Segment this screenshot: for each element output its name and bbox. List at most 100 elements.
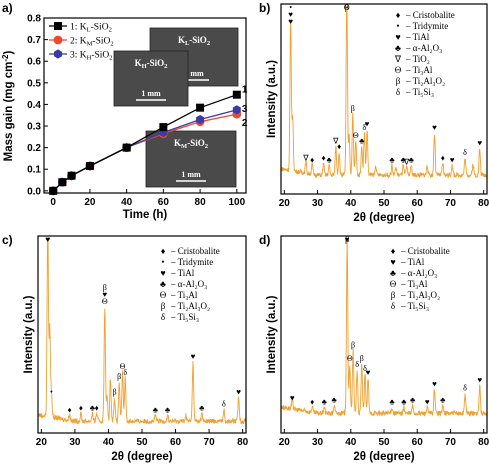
scale-bar-label: 1 mm [184, 69, 204, 78]
peak-marker: ♥ [345, 235, 350, 244]
peak-marker: ♣ [401, 156, 407, 165]
y-tick-label-a: 0.5 [27, 78, 41, 89]
legend-symbol: δ [161, 312, 165, 322]
y-tick-label-a: 0.3 [27, 122, 41, 133]
x-tick-label-a: 60 [158, 197, 170, 208]
x-tick-label-a: 80 [195, 197, 207, 208]
peak-marker: ♥ [45, 235, 50, 244]
peak-marker: • [50, 388, 53, 397]
peak-marker: ∇ [403, 157, 410, 166]
legend-symbol: δ [391, 301, 395, 311]
x-axis-label: 2θ (degree) [111, 451, 172, 463]
peak-marker: ♦ [310, 397, 314, 406]
legend-label: – TiO₂ [405, 54, 430, 64]
legend-label: – Ti₃Al [400, 279, 428, 289]
peak-marker: ♥ [432, 380, 437, 389]
peak-marker: ♥ [236, 388, 241, 397]
xrd-pattern-b [280, 5, 488, 180]
peak-marker: β [103, 283, 107, 292]
sample-label: KM-SiO2 [174, 138, 208, 150]
legend-marker [54, 49, 62, 59]
legend-marker [54, 22, 62, 30]
legend-symbol: β [391, 290, 396, 300]
peak-marker: ♣ [389, 156, 395, 165]
panel-a-label: a) [2, 1, 13, 15]
peak-marker: ♣ [322, 397, 328, 406]
peak-marker: ♦ [321, 154, 325, 163]
panel-d-label: d) [259, 233, 270, 247]
x-tick-label: 50 [378, 198, 390, 209]
peak-marker: δ [363, 364, 367, 373]
peak-marker: β [112, 388, 116, 397]
x-tick-label: 80 [478, 198, 489, 209]
peak-marker: β [351, 340, 355, 349]
y-tick-label-a: 0.1 [27, 165, 41, 176]
legend-symbol: ♣ [395, 43, 401, 53]
data-point-3 [232, 105, 241, 115]
data-point-1 [159, 123, 168, 132]
legend-label: – Ti₃Al [405, 65, 433, 75]
y-tick-label-a: 0.2 [27, 143, 41, 154]
legend-symbol: ♦ [396, 10, 401, 20]
peak-marker: ♣ [440, 395, 446, 404]
peak-marker: ♥ [290, 393, 295, 402]
legend-symbol: ♥ [160, 268, 165, 278]
x-tick-label: 30 [312, 198, 324, 209]
sample-label: KH-SiO2 [135, 58, 168, 70]
peak-marker: β [117, 372, 121, 381]
peak-marker: δ [363, 123, 367, 132]
sample-photo-inset: KH-SiO2 1 mm [113, 50, 189, 107]
x-tick-label: 70 [445, 437, 457, 448]
legend-symbol: ∇ [394, 54, 402, 64]
legend-label: – Ti₅Si₃ [170, 312, 199, 322]
x-tick-label: 40 [345, 198, 357, 209]
y-tick-label-a: 0.0 [27, 186, 41, 197]
peak-marker: ♥ [45, 235, 50, 244]
peak-marker: β [360, 354, 364, 363]
x-tick-label: 40 [345, 437, 357, 448]
x-axis-label: 2θ (degree) [353, 212, 414, 224]
x-tick-label-a: 0 [50, 197, 56, 208]
x-tick-label: 80 [237, 437, 249, 448]
y-axis-label: Intensity (a.u.) [23, 295, 35, 373]
legend-label: – Ti₅Si₃ [405, 87, 434, 97]
peak-marker: ♣ [359, 137, 365, 146]
peak-marker: ∇ [332, 137, 339, 146]
data-point-1 [232, 90, 241, 99]
x-tick-label: 60 [412, 198, 424, 209]
sample-label: KL-SiO2 [178, 35, 210, 47]
xrd-pattern-c [37, 237, 247, 425]
data-point-3 [196, 114, 205, 125]
peak-marker: ♥ [432, 123, 437, 132]
sample-photo [113, 50, 189, 107]
x-tick-label: 50 [136, 437, 148, 448]
series-end-label-3: 3 [242, 104, 248, 115]
peak-marker: ♥ [366, 368, 371, 377]
peak-marker: ♥ [425, 397, 430, 406]
peak-marker: ♦ [67, 405, 71, 414]
peak-marker: δ [222, 399, 226, 408]
legend-label: – α-Al₂O₃ [405, 43, 442, 53]
peak-marker: δ [123, 368, 127, 377]
scale-bar-label: 1 mm [141, 89, 161, 98]
x-tick-label: 60 [412, 437, 424, 448]
data-point-1 [196, 103, 205, 112]
x-tick-label: 60 [170, 437, 182, 448]
legend-label: – α-Al₂O₃ [400, 268, 437, 278]
panel-c-label: c) [2, 233, 13, 247]
legend-symbol: β [396, 76, 401, 86]
x-tick-label: 20 [279, 198, 291, 209]
x-tick-label-a: 40 [121, 197, 133, 208]
legend-symbol: Θ [160, 290, 167, 300]
legend-label: – Ti₃Al [170, 290, 198, 300]
legend-label: – Ti₂Al₃O₂ [170, 301, 210, 311]
plot-a-frame [43, 17, 247, 194]
scale-bar-label: 1 mm [181, 170, 201, 179]
legend-label: – Cristobalite [170, 246, 220, 256]
x-tick-label: 70 [445, 198, 457, 209]
panel-d-xrd: d) 20 30 40 50 60 70 80 2θ (degree) Intensity (a… [259, 233, 489, 463]
panel-b-label: b) [259, 1, 270, 15]
legend-marker [53, 35, 63, 45]
peak-marker: • [289, 3, 292, 12]
x-axis-label: 2θ (degree) [353, 451, 414, 463]
